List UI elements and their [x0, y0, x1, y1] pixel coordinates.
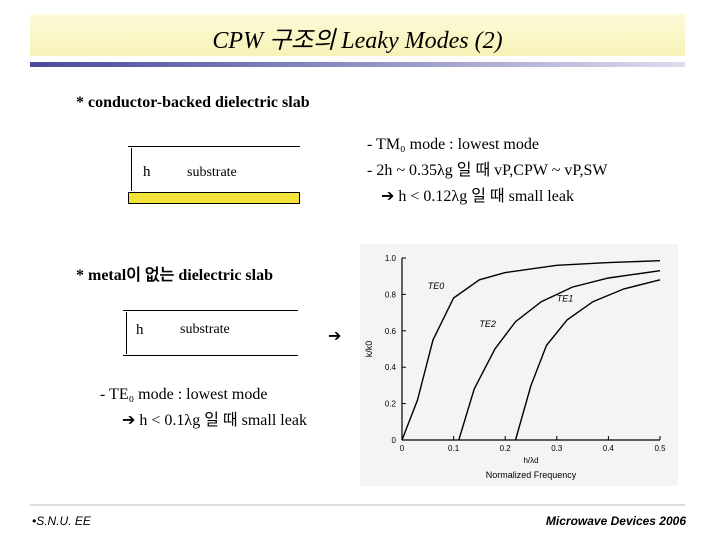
- y-tick-label: 0.8: [385, 290, 397, 299]
- y-tick-label: 0.4: [385, 363, 397, 372]
- series-label-te0: TE0: [428, 281, 445, 291]
- footer-left: S.N.U. EE: [36, 514, 91, 528]
- series-line-te0: [401, 260, 661, 441]
- slab1-height-marker: [131, 148, 132, 191]
- ground-plane: [128, 192, 300, 204]
- slab2-bottom-line: [123, 355, 298, 356]
- section1-header: * conductor-backed dielectric slab: [76, 94, 310, 111]
- slab2-substrate-label: substrate: [180, 322, 230, 337]
- notes1-line3: h < 0.12λg 일 때 small leak: [398, 188, 574, 205]
- x-tick-label: 0.4: [603, 444, 615, 453]
- series-line-te2: [458, 270, 661, 441]
- x-tick-label: 0: [400, 444, 405, 453]
- series-line-te1: [514, 279, 661, 441]
- arrow-icon: ➔: [122, 412, 136, 429]
- x-axis-label: Normalized Frequency: [486, 470, 577, 480]
- dispersion-chart: 0 0.2 0.4 0.6 0.8 1.0 0 0.1 0.2 0.3 0.4 0.5 k/k0 h/λd…: [360, 244, 678, 486]
- series-label-te2: TE2: [479, 319, 496, 329]
- notes1: - TM₀ mode : lowest mode - 2h ~ 0.35λg 일…: [367, 132, 607, 210]
- notes1-line2: - 2h ~ 0.35λg 일 때 vP,CPW ~ vP,SW: [367, 162, 608, 179]
- section2-header: * metal이 없는 dielectric slab: [76, 267, 274, 284]
- y-tick-label: 1.0: [385, 254, 397, 263]
- y-tick-label: 0.6: [385, 327, 397, 336]
- title-bar: [30, 14, 685, 56]
- title-divider: [30, 62, 685, 67]
- arrow-icon: ➔: [328, 328, 342, 345]
- footer-divider: [30, 504, 685, 506]
- series-label-te1: TE1: [557, 294, 574, 304]
- slab2-top-line: [123, 310, 298, 311]
- slab1-top-line: [128, 146, 300, 147]
- notes1-line1: - TM₀ mode : lowest mode: [367, 136, 539, 153]
- page-title: CPW 구조의 Leaky Modes (2): [212, 28, 503, 54]
- notes2: - TE₀ mode : lowest mode ➔ h < 0.1λg 일 때…: [100, 382, 307, 434]
- slab1-h-label: h: [143, 164, 151, 180]
- y-tick-label: 0.2: [385, 400, 397, 409]
- x-tick-label: 0.3: [551, 444, 563, 453]
- bullet-icon: •: [32, 514, 37, 528]
- slab2-height-marker: [126, 312, 127, 354]
- dispersion-chart-svg: 0 0.2 0.4 0.6 0.8 1.0 0 0.1 0.2 0.3 0.4 0.5 k/k0 h/λd…: [364, 254, 666, 480]
- y-tick-label: 0: [392, 436, 397, 445]
- y-axis-label: k/k0: [364, 341, 374, 358]
- slab2-h-label: h: [136, 322, 144, 338]
- footer-right: Microwave Devices 2006: [545, 514, 686, 528]
- slab1-substrate-label: substrate: [187, 165, 237, 180]
- arrow-icon: ➔: [381, 188, 395, 205]
- x-axis-unit: h/λd: [523, 456, 538, 465]
- x-tick-label: 0.2: [500, 444, 512, 453]
- x-tick-label: 0.1: [448, 444, 460, 453]
- notes2-line1: - TE₀ mode : lowest mode: [100, 386, 268, 403]
- x-tick-label: 0.5: [654, 444, 666, 453]
- notes2-line2: h < 0.1λg 일 때 small leak: [139, 412, 307, 429]
